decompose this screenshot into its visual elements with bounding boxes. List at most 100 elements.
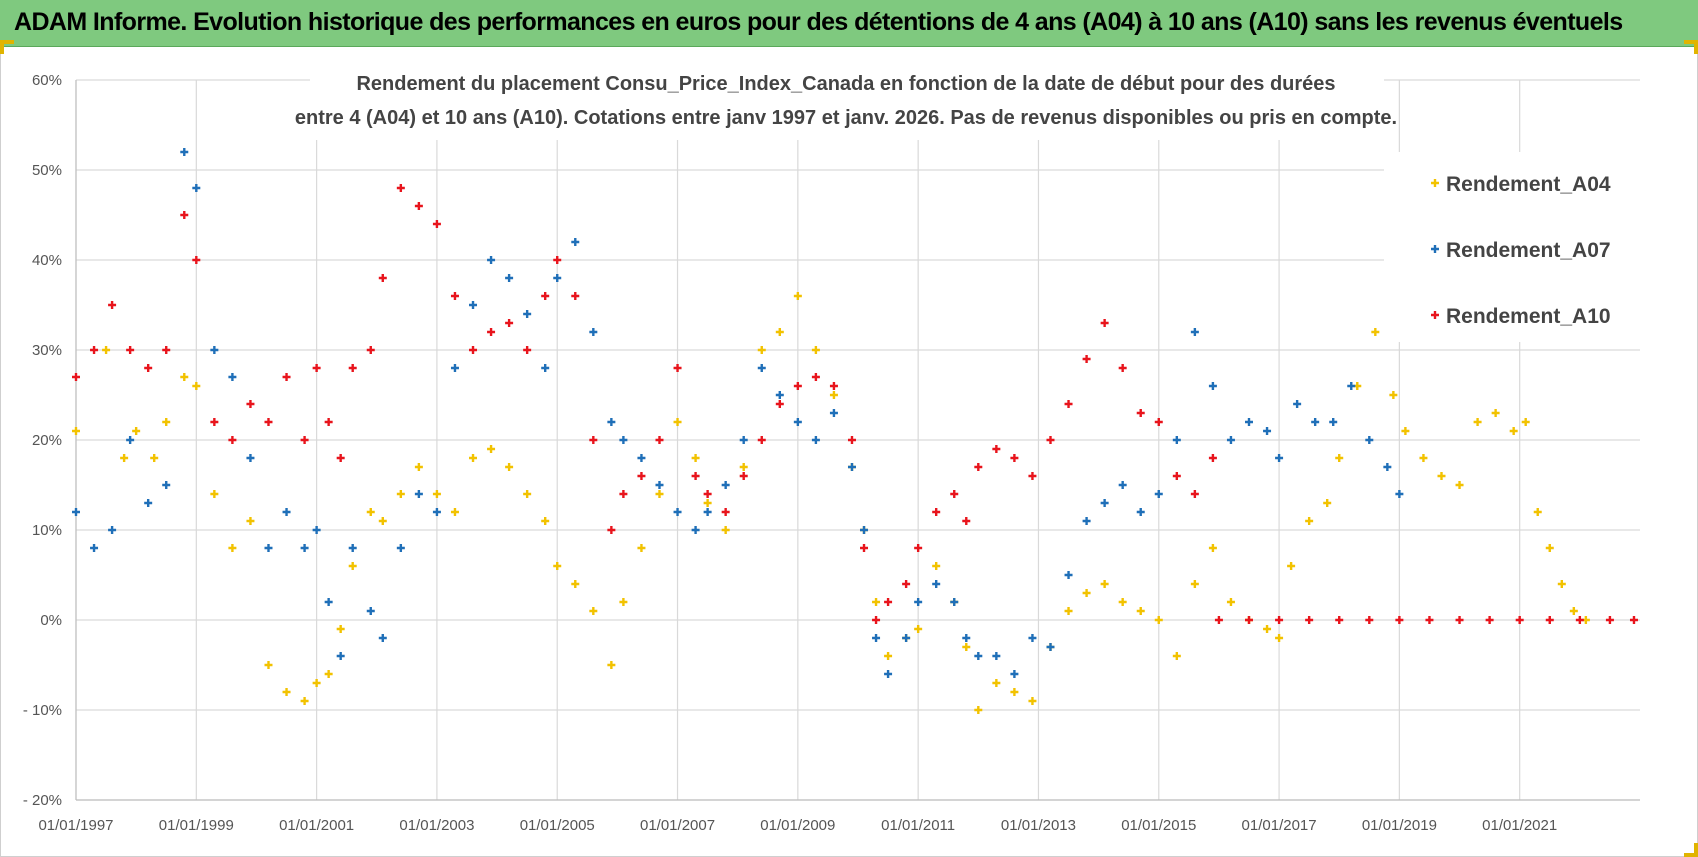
y-tick-label: 30% [32, 342, 62, 359]
corner-mark [0, 40, 14, 54]
legend-box [1384, 152, 1640, 342]
x-tick-label: 01/01/2019 [1362, 817, 1437, 834]
data-point-rendement_a04-60 [1064, 607, 1073, 615]
data-point-rendement_a07-20 [396, 544, 405, 552]
data-point-rendement_a07-59 [1046, 643, 1055, 651]
data-point-rendement_a04-84 [1473, 418, 1482, 426]
data-point-rendement_a04-67 [1190, 580, 1199, 588]
data-point-rendement_a10-58 [1028, 472, 1037, 480]
data-point-rendement_a04-18 [366, 508, 375, 516]
data-point-rendement_a07-34 [637, 454, 646, 462]
x-tick-label: 01/01/2003 [399, 817, 474, 834]
data-point-rendement_a04-69 [1226, 598, 1235, 606]
data-point-rendement_a04-1 [102, 346, 111, 354]
chart-title-background [310, 66, 1384, 140]
data-point-rendement_a07-22 [432, 508, 441, 516]
data-point-rendement_a04-10 [246, 517, 255, 525]
data-point-rendement_a10-11 [264, 418, 273, 426]
data-point-rendement_a04-9 [228, 544, 237, 552]
data-point-rendement_a04-55 [974, 706, 983, 714]
data-point-rendement_a10-29 [553, 256, 562, 264]
data-point-rendement_a10-69 [1214, 616, 1223, 624]
data-point-rendement_a10-50 [902, 580, 911, 588]
y-tick-label: 60% [32, 72, 62, 89]
data-point-rendement_a10-19 [378, 274, 387, 282]
data-point-rendement_a07-3 [126, 436, 135, 444]
data-point-rendement_a04-88 [1533, 508, 1542, 516]
data-point-rendement_a07-71 [1263, 427, 1272, 435]
data-point-rendement_a04-64 [1136, 607, 1145, 615]
data-point-rendement_a04-80 [1401, 427, 1410, 435]
data-point-rendement_a04-19 [378, 517, 387, 525]
data-point-rendement_a07-18 [366, 607, 375, 615]
data-point-rendement_a07-1 [90, 544, 99, 552]
data-point-rendement_a07-19 [378, 634, 387, 642]
data-point-rendement_a10-55 [974, 463, 983, 471]
data-point-rendement_a10-60 [1064, 400, 1073, 408]
chart-title-line-2: entre 4 (A04) et 10 ans (A10). Cotations… [295, 107, 1397, 129]
chart-title: Rendement du placement Consu_Price_Index… [295, 73, 1397, 129]
data-point-rendement_a07-72 [1275, 454, 1284, 462]
data-point-rendement_a04-44 [811, 346, 820, 354]
data-point-rendement_a04-15 [324, 670, 333, 678]
data-point-rendement_a10-65 [1154, 418, 1163, 426]
data-point-rendement_a04-5 [162, 418, 171, 426]
data-point-rendement_a04-21 [414, 463, 423, 471]
data-point-rendement_a04-0 [72, 427, 80, 435]
x-tick-label: 01/01/2011 [881, 817, 955, 834]
data-point-rendement_a10-18 [366, 346, 375, 354]
x-tick-label: 01/01/1999 [159, 817, 234, 834]
data-point-rendement_a07-25 [487, 256, 496, 264]
data-point-rendement_a07-31 [589, 328, 598, 336]
data-point-rendement_a07-7 [192, 184, 201, 192]
data-point-rendement_a04-43 [793, 292, 802, 300]
legend-marker [1431, 245, 1439, 253]
data-point-rendement_a04-51 [914, 625, 923, 633]
data-point-rendement_a07-13 [300, 544, 309, 552]
data-point-rendement_a07-14 [312, 526, 321, 534]
data-point-rendement_a04-34 [637, 544, 646, 552]
data-point-rendement_a04-52 [932, 562, 941, 570]
data-point-rendement_a10-82 [1605, 616, 1614, 624]
data-point-rendement_a10-23 [450, 292, 459, 300]
data-point-rendement_a04-38 [703, 499, 712, 507]
y-tick-label: 10% [32, 522, 62, 539]
data-point-rendement_a04-45 [829, 391, 838, 399]
x-tick-label: 01/01/2007 [640, 817, 715, 834]
data-point-rendement_a07-30 [571, 238, 580, 246]
data-point-rendement_a10-24 [469, 346, 478, 354]
x-tick-label: 01/01/2013 [1001, 817, 1076, 834]
data-point-rendement_a04-24 [469, 454, 478, 462]
data-point-rendement_a04-35 [655, 490, 664, 498]
data-point-rendement_a10-16 [336, 454, 345, 462]
data-point-rendement_a10-31 [589, 436, 598, 444]
data-point-rendement_a10-35 [655, 436, 664, 444]
data-point-rendement_a10-72 [1305, 616, 1314, 624]
data-point-rendement_a04-85 [1491, 409, 1500, 417]
data-point-rendement_a07-12 [282, 508, 291, 516]
data-point-rendement_a07-47 [860, 526, 869, 534]
data-point-rendement_a10-26 [505, 319, 514, 327]
data-point-rendement_a04-72 [1275, 634, 1284, 642]
data-point-rendement_a10-22 [432, 220, 441, 228]
data-point-rendement_a04-49 [884, 652, 893, 660]
data-point-rendement_a07-32 [607, 418, 616, 426]
data-point-rendement_a07-28 [541, 364, 550, 372]
data-point-rendement_a04-62 [1100, 580, 1109, 588]
series-Rendement_A10 [72, 184, 1638, 624]
data-point-rendement_a10-47 [860, 544, 869, 552]
data-point-rendement_a04-58 [1028, 697, 1037, 705]
data-point-rendement_a10-75 [1395, 616, 1404, 624]
data-point-rendement_a10-59 [1046, 436, 1055, 444]
data-point-rendement_a10-7 [192, 256, 201, 264]
data-point-rendement_a10-0 [72, 373, 80, 381]
data-point-rendement_a04-32 [607, 661, 616, 669]
y-tick-label: 0% [40, 612, 62, 629]
data-point-rendement_a07-23 [450, 364, 459, 372]
data-point-rendement_a10-20 [396, 184, 405, 192]
data-point-rendement_a10-78 [1485, 616, 1494, 624]
data-point-rendement_a10-6 [180, 211, 189, 219]
data-point-rendement_a07-46 [847, 463, 856, 471]
data-point-rendement_a10-28 [541, 292, 550, 300]
data-point-rendement_a04-61 [1082, 589, 1091, 597]
